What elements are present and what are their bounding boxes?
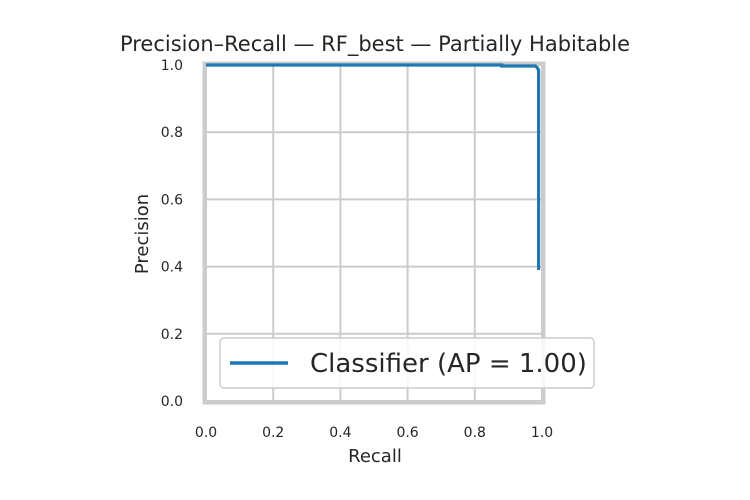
- x-tick-label: 0.4: [329, 425, 351, 441]
- plot-frame: [202, 61, 546, 405]
- series-layer: [206, 63, 541, 270]
- y-tick-label: 0.0: [161, 394, 183, 410]
- x-tick-label: 0.6: [396, 425, 418, 441]
- x-tick-label: 0.2: [262, 425, 284, 441]
- x-tick-label: 0.8: [464, 425, 486, 441]
- y-axis-label: Precision: [132, 194, 153, 274]
- series-line: [206, 63, 541, 270]
- y-tick-label: 1.0: [161, 58, 183, 74]
- x-tick-label: 1.0: [531, 425, 553, 441]
- y-tick-label: 0.8: [161, 125, 183, 141]
- y-tick-label: 0.2: [161, 327, 183, 343]
- chart-title: Precision–Recall — RF_best — Partially H…: [120, 32, 630, 57]
- y-tick-labels: 0.0 0.2 0.4 0.6 0.8 1.0: [161, 58, 183, 410]
- x-axis-label: Recall: [348, 446, 402, 467]
- y-tick-label: 0.4: [161, 260, 183, 276]
- legend: Classifier (AP = 1.00): [219, 337, 595, 389]
- x-tick-labels: 0.0 0.2 0.4 0.6 0.8 1.0: [195, 425, 553, 441]
- y-tick-label: 0.6: [161, 192, 183, 208]
- x-tick-label: 0.0: [195, 425, 217, 441]
- legend-box: [219, 337, 595, 389]
- plot-border: [202, 61, 546, 405]
- legend-label: Classifier (AP = 1.00): [310, 349, 587, 379]
